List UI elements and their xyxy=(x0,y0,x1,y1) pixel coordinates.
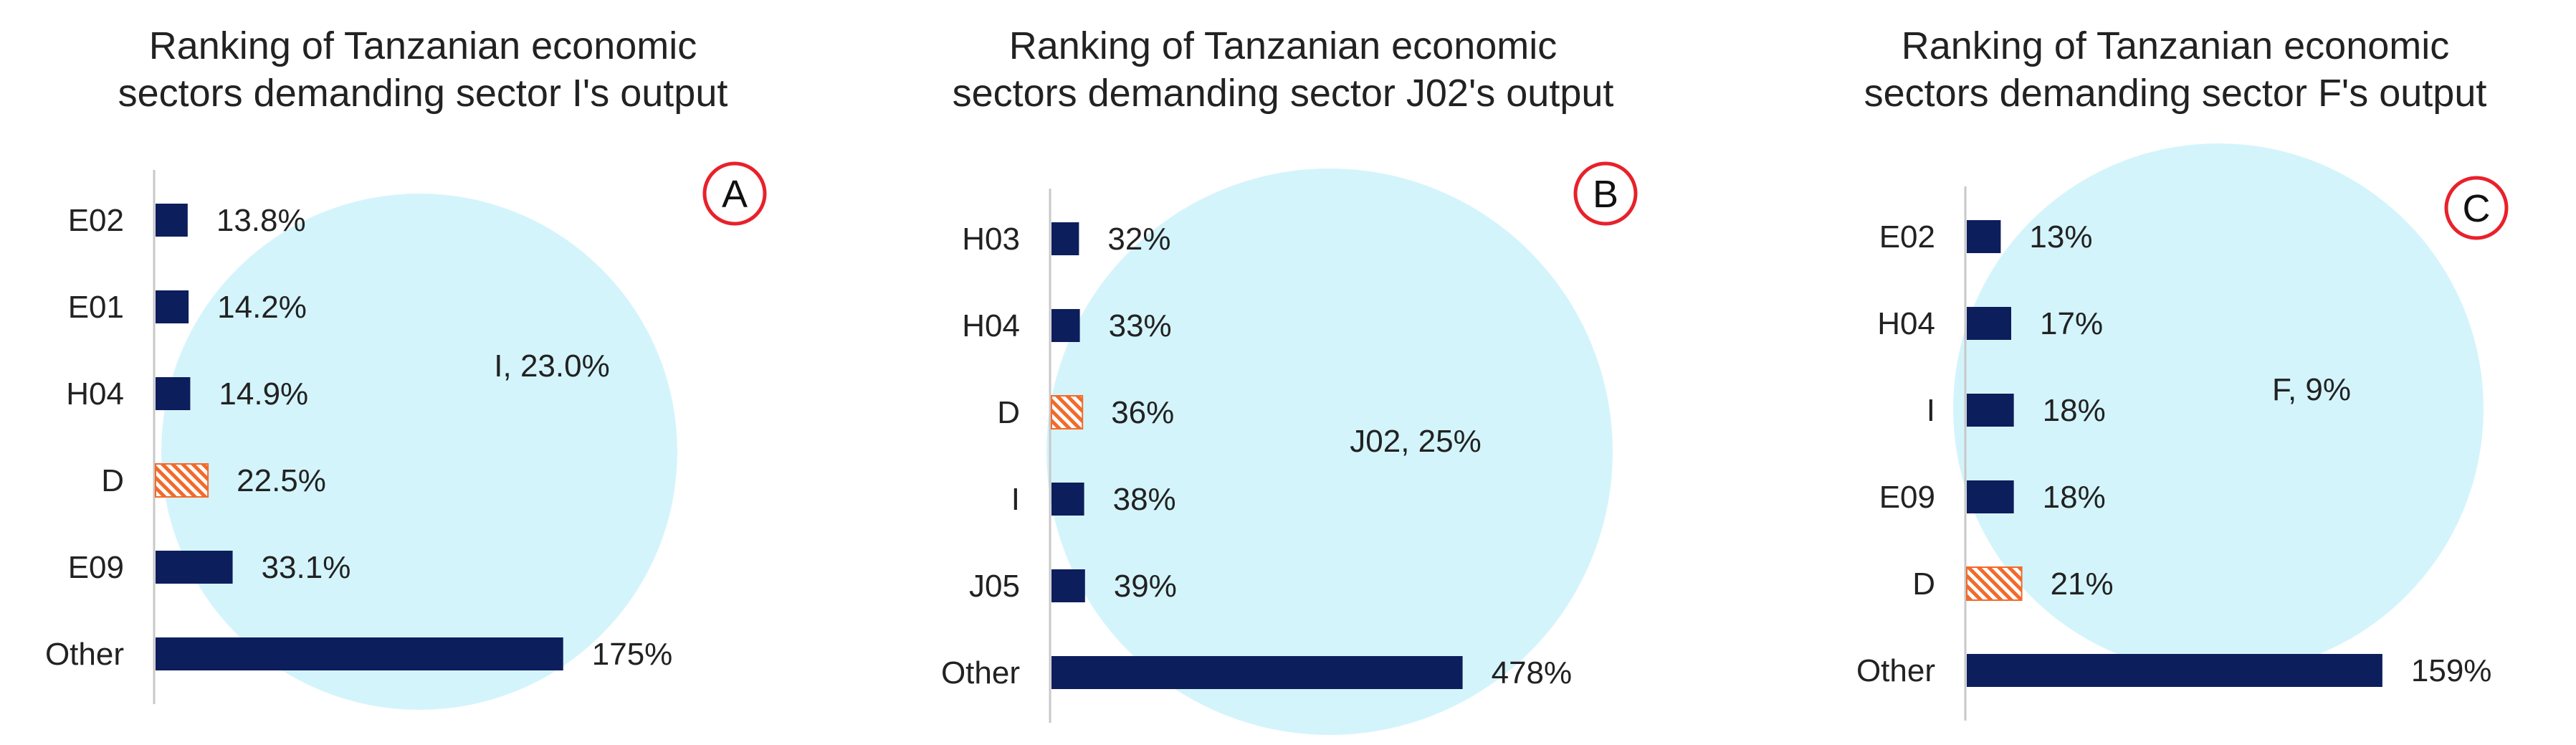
data-label: 18% xyxy=(2043,480,2106,515)
y-tick-label: D xyxy=(101,463,124,498)
bar xyxy=(1051,656,1463,689)
bar xyxy=(156,290,189,323)
data-label: 33% xyxy=(1109,308,1172,343)
panel-badge-letter: A xyxy=(722,173,748,216)
data-label: 159% xyxy=(2411,653,2492,688)
y-tick-label: H03 xyxy=(962,222,1020,257)
y-tick-label: Other xyxy=(1856,653,1935,688)
data-label: 33.1% xyxy=(262,550,351,585)
y-tick-label: E01 xyxy=(68,290,124,325)
chart-panel-a: Ranking of Tanzanian economic sectors dem… xyxy=(45,24,767,710)
bar-highlight xyxy=(1966,566,2023,601)
bar xyxy=(156,204,188,237)
y-tick-label: H04 xyxy=(962,308,1020,343)
data-label: 14.9% xyxy=(219,376,308,412)
chart-title-line: sectors demanding sector J02's output xyxy=(953,72,1614,115)
chart-panel-b: Ranking of Tanzanian economic sectors dem… xyxy=(941,24,1638,735)
background-circle xyxy=(1953,143,2484,674)
y-tick-label: H04 xyxy=(66,376,124,412)
bar xyxy=(1051,569,1085,602)
y-tick-label: E02 xyxy=(68,203,124,238)
bar xyxy=(1967,480,2014,513)
data-label: 32% xyxy=(1107,222,1170,257)
panel-badge-circle xyxy=(1573,161,1638,226)
bar xyxy=(156,377,191,410)
data-label: 175% xyxy=(592,637,673,672)
y-tick-label: Other xyxy=(45,637,124,672)
data-label: 13.8% xyxy=(216,203,306,238)
bar xyxy=(1967,654,2382,687)
panel-badge-letter: B xyxy=(1593,173,1618,216)
panel-badge-letter: C xyxy=(2463,187,2491,230)
y-tick-label: I xyxy=(1011,482,1020,517)
circle-label: J02, 25% xyxy=(1350,424,1481,459)
chart-title-line: sectors demanding sector I's output xyxy=(118,72,728,115)
bar xyxy=(156,551,233,584)
y-tick-label: Other xyxy=(941,655,1020,691)
y-tick-label: D xyxy=(997,395,1020,430)
background-circle xyxy=(1046,169,1613,735)
chart-title-line: sectors demanding sector F's output xyxy=(1864,72,2487,115)
data-label: 18% xyxy=(2043,393,2106,428)
y-tick-label: D xyxy=(1912,566,1935,602)
bar-highlight xyxy=(155,463,209,498)
bar xyxy=(1967,307,2011,340)
chart-title-line: Ranking of Tanzanian economic xyxy=(1902,24,2450,67)
circle-label: I, 23.0% xyxy=(494,348,609,384)
data-label: 13% xyxy=(2029,219,2092,255)
data-label: 17% xyxy=(2040,306,2103,341)
circle-label: F, 9% xyxy=(2272,372,2351,407)
y-tick-label: I xyxy=(1927,393,1935,428)
bar xyxy=(156,637,563,670)
bar xyxy=(1967,394,2014,427)
bar xyxy=(1051,483,1084,516)
bar xyxy=(1967,220,2001,253)
y-tick-label: E02 xyxy=(1879,219,1935,255)
data-label: 36% xyxy=(1111,395,1174,430)
data-label: 21% xyxy=(2051,566,2114,602)
y-tick-label: H04 xyxy=(1877,306,1935,341)
data-label: 22.5% xyxy=(237,463,326,498)
data-label: 39% xyxy=(1114,569,1177,604)
data-label: 14.2% xyxy=(217,290,307,325)
bar xyxy=(1051,222,1079,255)
data-label: 38% xyxy=(1113,482,1176,517)
bar xyxy=(1051,309,1080,342)
y-tick-label: J05 xyxy=(969,569,1020,604)
chart-panel-c: Ranking of Tanzanian economic sectors dem… xyxy=(1856,24,2509,721)
y-tick-label: E09 xyxy=(1879,480,1935,515)
background-circle xyxy=(161,194,677,710)
chart-title-line: Ranking of Tanzanian economic xyxy=(149,24,697,67)
panel-badge-circle xyxy=(2444,176,2509,240)
bar-highlight xyxy=(1051,395,1084,430)
y-tick-label: E09 xyxy=(68,550,124,585)
panel-badge-circle xyxy=(702,161,767,226)
data-label: 478% xyxy=(1492,655,1573,691)
chart-title-line: Ranking of Tanzanian economic xyxy=(1009,24,1557,67)
